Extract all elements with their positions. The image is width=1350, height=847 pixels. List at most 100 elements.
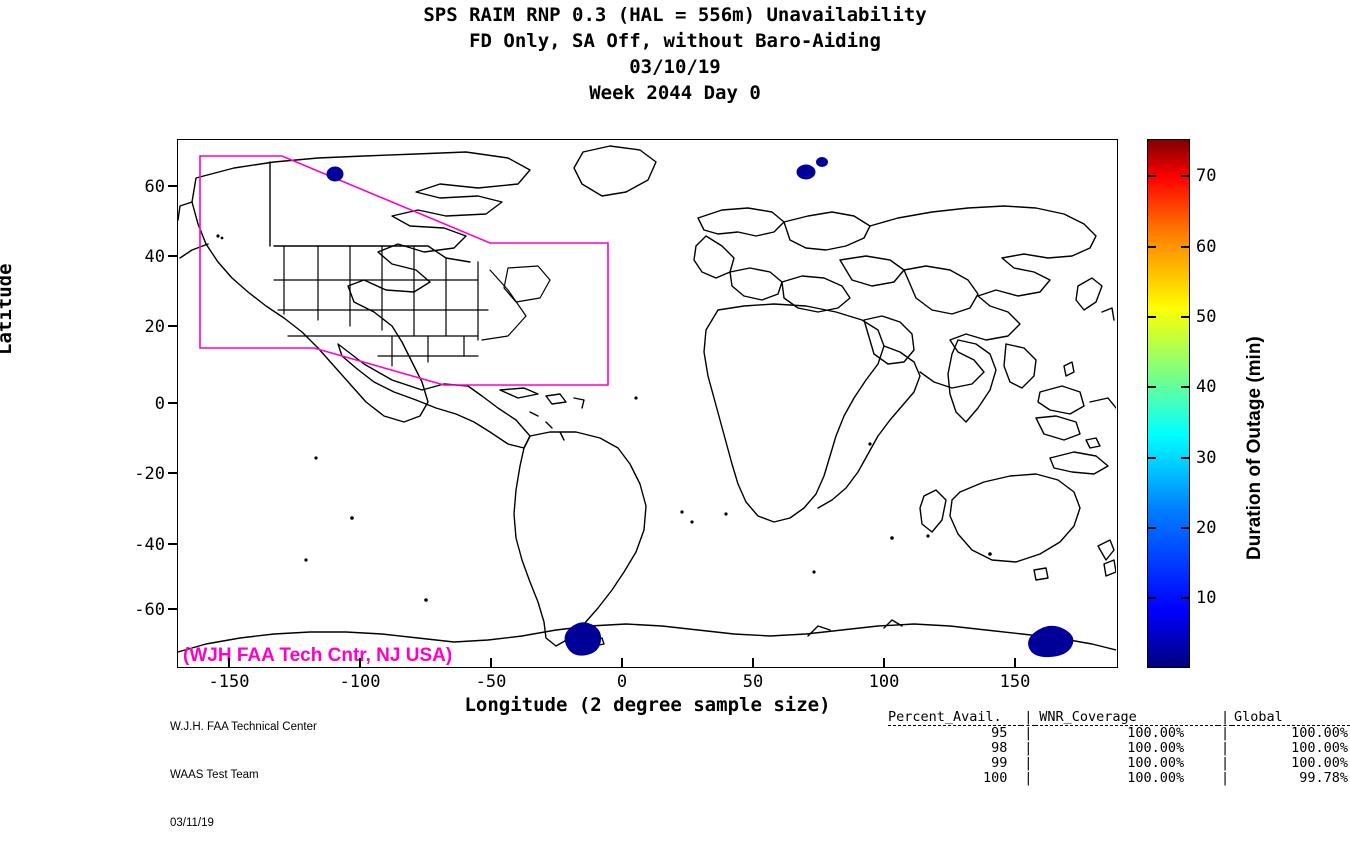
colorbar-tick-label-10: 10	[1196, 588, 1217, 608]
outage-blobs	[326, 157, 1074, 658]
credits-line-3: 03/11/19	[170, 817, 214, 829]
cell-sep-1: |	[1024, 725, 1033, 741]
y-tick-mark-60	[168, 185, 178, 187]
colorbar-tick-mark-70-left	[1147, 175, 1156, 177]
outage-blob-antarctic-pacific	[1028, 625, 1074, 658]
colorbar-axis-label: Duration of Outage (min)	[1244, 336, 1265, 560]
x-tick-label-n50: -50	[475, 672, 507, 692]
header-percent-avail: Percent_Avail.	[888, 710, 1022, 726]
colorbar-tick-mark-10-right	[1181, 597, 1190, 599]
map-plot-area[interactable]	[177, 139, 1118, 668]
x-tick-mark-50	[752, 658, 754, 668]
world-map-svg	[178, 145, 1116, 658]
colorbar-tick-mark-30-left	[1147, 457, 1156, 459]
cell-sep-1: |	[1024, 740, 1033, 756]
outage-blob-arctic-russia-b	[816, 157, 828, 167]
cell-wnr: 100.00%	[1127, 755, 1185, 771]
colorbar-tick-mark-20-right	[1181, 527, 1190, 529]
x-tick-label-150: 150	[999, 672, 1031, 692]
cell-percent: 100	[983, 770, 1008, 786]
x-tick-mark-n50	[490, 658, 492, 668]
table-row: 98 | 100.00% | 100.00%	[888, 741, 1350, 756]
header-sep-2: |	[1218, 710, 1232, 726]
cell-global: 100.00%	[1291, 755, 1348, 771]
title-line-1: SPS RAIM RNP 0.3 (HAL = 556m) Unavailabi…	[423, 4, 927, 26]
x-tick-mark-150	[1014, 658, 1016, 668]
colorbar-tick-label-50: 50	[1196, 307, 1217, 327]
cell-percent: 95	[991, 725, 1008, 741]
header-wnr-coverage: WNR_Coverage	[1035, 710, 1219, 726]
colorbar-tick-label-60: 60	[1196, 237, 1217, 257]
y-tick-mark-n40	[168, 543, 178, 545]
y-tick-label-20: 20	[144, 317, 165, 337]
colorbar-gradient[interactable]	[1147, 139, 1190, 668]
cell-sep-2: |	[1221, 770, 1230, 786]
y-tick-label-60: 60	[144, 177, 165, 197]
credits-block: W.J.H. FAA Technical Center WAAS Test Te…	[170, 687, 317, 847]
table-row: 100 | 100.00% | 99.78%	[888, 771, 1350, 786]
title-line-2: FD Only, SA Off, without Baro-Aiding	[469, 30, 881, 52]
coastlines-group	[178, 145, 1116, 653]
cell-global: 99.78%	[1299, 770, 1348, 786]
y-axis-label: Latitude	[0, 263, 16, 355]
cell-wnr: 100.00%	[1127, 740, 1185, 756]
y-tick-label-n20: -20	[134, 464, 165, 484]
y-tick-mark-n20	[168, 472, 178, 474]
cell-sep-2: |	[1221, 740, 1230, 756]
colorbar-tick-label-40: 40	[1196, 377, 1217, 397]
cell-wnr: 100.00%	[1127, 725, 1185, 741]
y-tick-mark-20	[168, 325, 178, 327]
outage-blob-arctic-russia-a	[796, 164, 816, 180]
availability-stats-table: Percent_Avail. | WNR_Coverage | Global 9…	[888, 680, 1350, 801]
y-tick-label-0: 0	[154, 394, 165, 414]
cell-percent: 98	[991, 740, 1008, 756]
colorbar-tick-mark-50-left	[1147, 316, 1156, 318]
credits-line-2: WAAS Test Team	[170, 769, 259, 781]
colorbar-tick-mark-70-right	[1181, 175, 1190, 177]
cell-global: 100.00%	[1291, 740, 1348, 756]
x-tick-mark-0	[621, 658, 623, 668]
y-tick-label-n40: -40	[134, 535, 165, 555]
cell-sep-2: |	[1221, 725, 1230, 741]
y-tick-label-n60: -60	[134, 600, 165, 620]
y-tick-mark-40	[168, 255, 178, 257]
cell-wnr: 100.00%	[1127, 770, 1185, 786]
table-header-row: Percent_Avail. | WNR_Coverage | Global	[888, 710, 1350, 726]
outage-blob-antarctic-atlantic	[564, 622, 602, 656]
colorbar-tick-mark-40-right	[1181, 386, 1190, 388]
credits-line-1: W.J.H. FAA Technical Center	[170, 721, 317, 733]
header-global: Global	[1232, 710, 1350, 726]
island-specks	[216, 234, 992, 602]
x-tick-label-0: 0	[616, 672, 628, 692]
x-tick-label-n150: -150	[208, 672, 250, 692]
y-tick-mark-0	[168, 402, 178, 404]
outage-blob-arctic-canada	[326, 166, 344, 182]
cell-percent: 99	[991, 755, 1008, 771]
cell-sep-1: |	[1024, 755, 1033, 771]
colorbar-tick-mark-50-right	[1181, 316, 1190, 318]
colorbar-tick-label-30: 30	[1196, 448, 1217, 468]
colorbar-tick-mark-10-left	[1147, 597, 1156, 599]
colorbar-tick-mark-20-left	[1147, 527, 1156, 529]
cell-sep-2: |	[1221, 755, 1230, 771]
y-tick-label-40: 40	[144, 247, 165, 267]
chart-title-block: SPS RAIM RNP 0.3 (HAL = 556m) Unavailabi…	[0, 2, 1350, 106]
header-sep-1: |	[1021, 710, 1036, 726]
colorbar-tick-mark-60-right	[1181, 246, 1190, 248]
colorbar-tick-label-70: 70	[1196, 166, 1217, 186]
x-tick-mark-n100	[359, 658, 361, 668]
title-line-4: Week 2044 Day 0	[589, 82, 761, 104]
x-tick-mark-100	[883, 658, 885, 668]
colorbar-tick-label-20: 20	[1196, 518, 1217, 538]
colorbar-tick-mark-30-right	[1181, 457, 1190, 459]
cell-global: 100.00%	[1291, 725, 1348, 741]
x-tick-label-n100: -100	[339, 672, 381, 692]
x-tick-mark-n150	[228, 658, 230, 668]
stats-table-element: Percent_Avail. | WNR_Coverage | Global 9…	[888, 710, 1350, 786]
table-row: 99 | 100.00% | 100.00%	[888, 756, 1350, 771]
colorbar-tick-mark-60-left	[1147, 246, 1156, 248]
watermark-text: (WJH FAA Tech Cntr, NJ USA)	[183, 645, 453, 666]
y-tick-mark-n60	[168, 608, 178, 610]
x-tick-label-50: 50	[742, 672, 764, 692]
waas-coverage-polygon	[199, 155, 609, 386]
